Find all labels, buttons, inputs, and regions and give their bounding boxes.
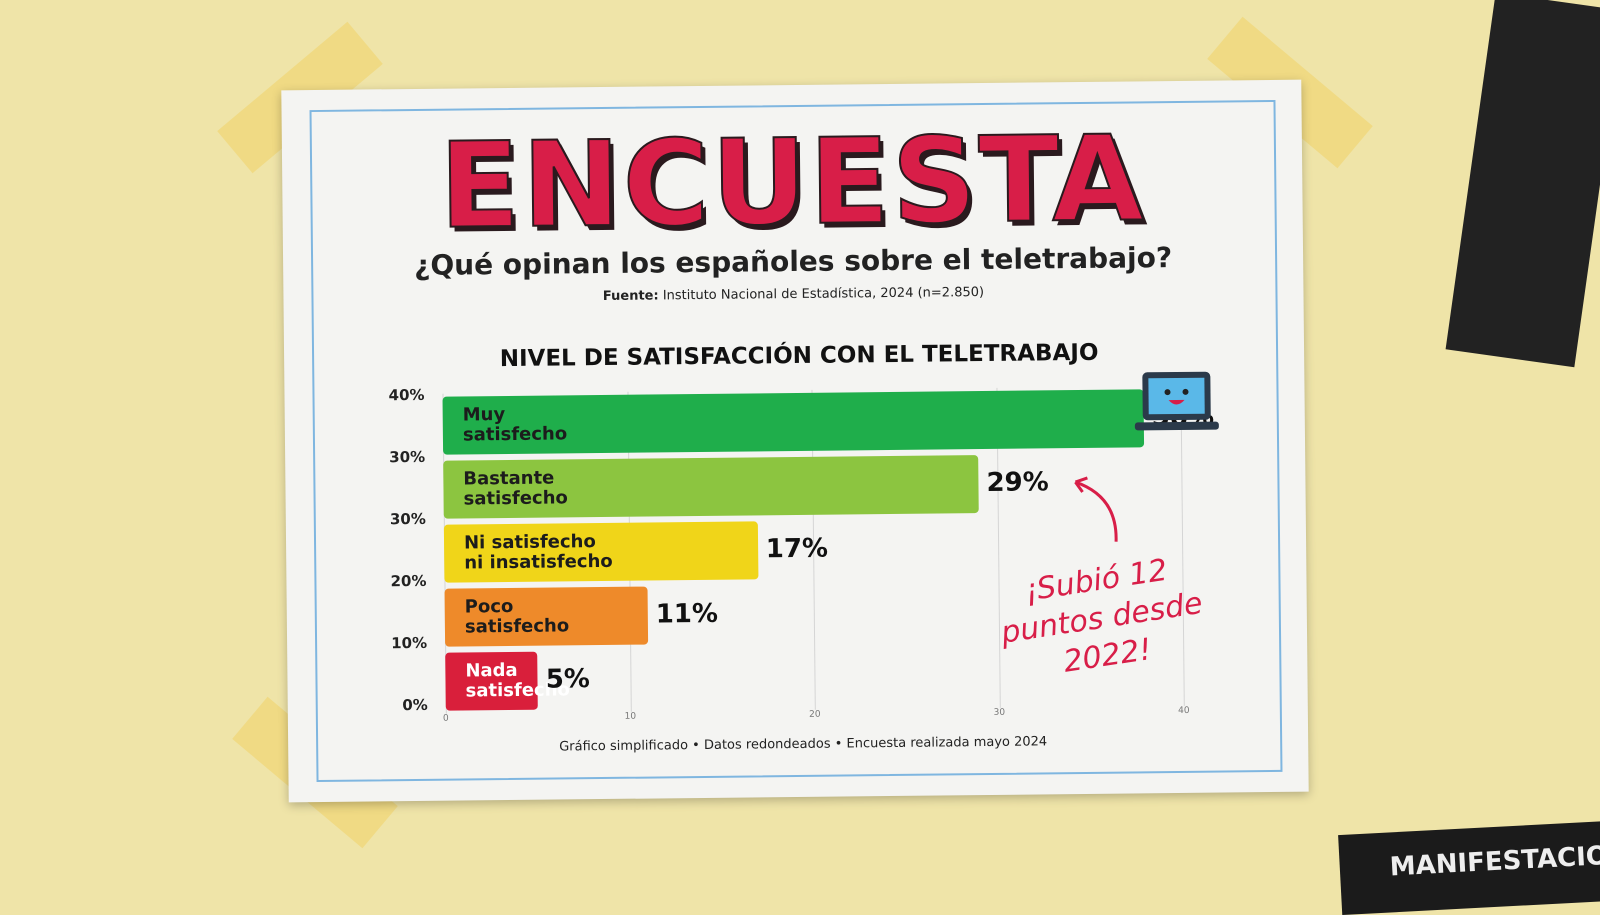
value-label: 5% bbox=[545, 664, 591, 695]
laptop-icon bbox=[1134, 371, 1219, 431]
x-tick-label: 10 bbox=[624, 711, 637, 722]
value-label: 17% bbox=[765, 533, 829, 565]
value-label: 11% bbox=[655, 598, 719, 630]
category-label: Poco satisfecho bbox=[464, 595, 570, 638]
side-label: 10% bbox=[391, 633, 428, 653]
category-label: Ni satisfecho ni insatisfecho bbox=[463, 531, 613, 574]
category-label: Nada satisfecho bbox=[465, 659, 570, 702]
x-tick-label: 0 bbox=[442, 713, 449, 724]
side-label: 20% bbox=[390, 571, 427, 591]
background-poster bbox=[1445, 0, 1600, 368]
category-label: Bastante satisfecho bbox=[463, 467, 568, 510]
arrow bbox=[1074, 476, 1118, 542]
side-label: 40% bbox=[388, 385, 425, 405]
x-tick-label: 30 bbox=[993, 707, 1006, 718]
background-poster: MANIFESTACIO bbox=[1338, 820, 1600, 915]
side-label: 0% bbox=[402, 695, 428, 715]
value-label: 29% bbox=[986, 467, 1049, 498]
x-tick-label: 20 bbox=[809, 709, 821, 720]
side-label: 30% bbox=[389, 509, 426, 529]
poster: ENCUESTA ¿Qué opinan los españoles sobre… bbox=[281, 79, 1309, 803]
poster-text: MANIFESTACIO bbox=[1389, 841, 1600, 883]
x-tick-label: 40 bbox=[1178, 705, 1190, 717]
category-label: Muy satisfecho bbox=[462, 404, 568, 446]
side-label: 30% bbox=[389, 447, 426, 467]
